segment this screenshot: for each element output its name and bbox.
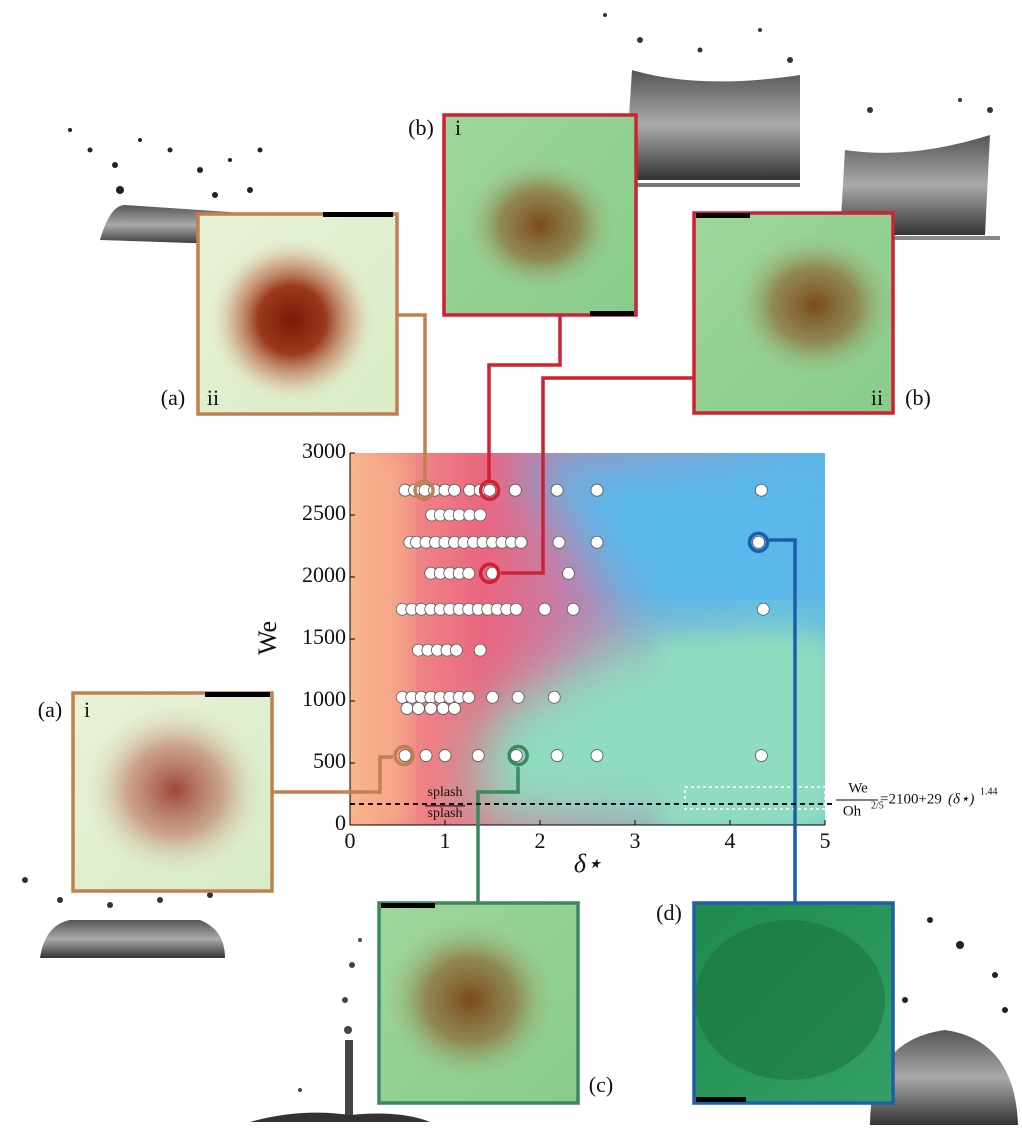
label-above: splash (428, 785, 463, 800)
x-tick-label: 2 (535, 828, 546, 853)
panel-b-i (444, 115, 636, 316)
panel-c (379, 903, 578, 1103)
point (487, 691, 499, 703)
x-tick-label: 1 (440, 828, 451, 853)
figure: (a) ii (b) i (b) ii (a) i (c) (d) We δ⋆ … (0, 0, 1022, 1134)
y-tick-label: 1500 (302, 624, 346, 649)
point (553, 536, 565, 548)
point (463, 691, 475, 703)
panel-d (694, 903, 893, 1103)
panel-a-ii (198, 212, 397, 414)
point (510, 603, 522, 615)
y-tick-label: 3000 (302, 438, 346, 463)
y-tick-label: 500 (313, 748, 346, 773)
panel-sublabel: ii (207, 385, 219, 410)
point (755, 750, 767, 762)
regime-map (350, 453, 830, 830)
panel-sublabel: i (84, 697, 90, 722)
point (437, 702, 449, 714)
point (420, 750, 432, 762)
label-below: splash (428, 806, 463, 821)
point (755, 484, 767, 496)
x-tick-label: 4 (725, 828, 736, 853)
point (474, 644, 486, 656)
point (551, 484, 563, 496)
point (515, 536, 527, 548)
panel-label: (b) (408, 115, 434, 140)
x-axis-label: δ⋆ (574, 849, 602, 878)
panel-label: (b) (905, 385, 931, 410)
eq-exp: 1.44 (980, 786, 998, 797)
eq-rhs: =2100+29 (880, 791, 942, 807)
point (509, 484, 521, 496)
y-tick-label: 1000 (302, 686, 346, 711)
x-tick-label: 0 (345, 828, 356, 853)
point (439, 750, 451, 762)
panel-sublabel: i (455, 115, 461, 140)
point (449, 702, 461, 714)
point (539, 603, 551, 615)
point (753, 536, 765, 548)
point (449, 484, 461, 496)
point (425, 702, 437, 714)
y-axis-label: We (253, 621, 282, 655)
panel-b-ii (694, 213, 900, 413)
point (512, 691, 524, 703)
eq-denominator: Oh (843, 803, 862, 819)
eq-base: (δ⋆) (948, 791, 974, 807)
point (591, 484, 603, 496)
point (401, 702, 413, 714)
point (450, 644, 462, 656)
x-tick-label: 5 (820, 828, 831, 853)
point (474, 509, 486, 521)
panel-label: (a) (161, 385, 185, 410)
point (463, 567, 475, 579)
point (757, 603, 769, 615)
point (567, 603, 579, 615)
point (472, 750, 484, 762)
panel-a-i (73, 692, 272, 891)
panel-sublabel: ii (871, 385, 883, 410)
point (591, 750, 603, 762)
point (399, 750, 411, 762)
point (563, 567, 575, 579)
point (551, 750, 563, 762)
y-tick-label: 2000 (302, 562, 346, 587)
eq-numerator: We (848, 780, 868, 796)
equation: We Oh 2/5 =2100+29 (δ⋆) 1.44 (836, 780, 998, 819)
panel-label: (d) (656, 900, 682, 925)
panel-label: (a) (38, 697, 62, 722)
panel-label: (c) (589, 1072, 613, 1097)
y-tick-label: 2500 (302, 500, 346, 525)
point (591, 536, 603, 548)
point (484, 484, 496, 496)
point (548, 691, 560, 703)
point (412, 702, 424, 714)
x-tick-label: 3 (630, 828, 641, 853)
